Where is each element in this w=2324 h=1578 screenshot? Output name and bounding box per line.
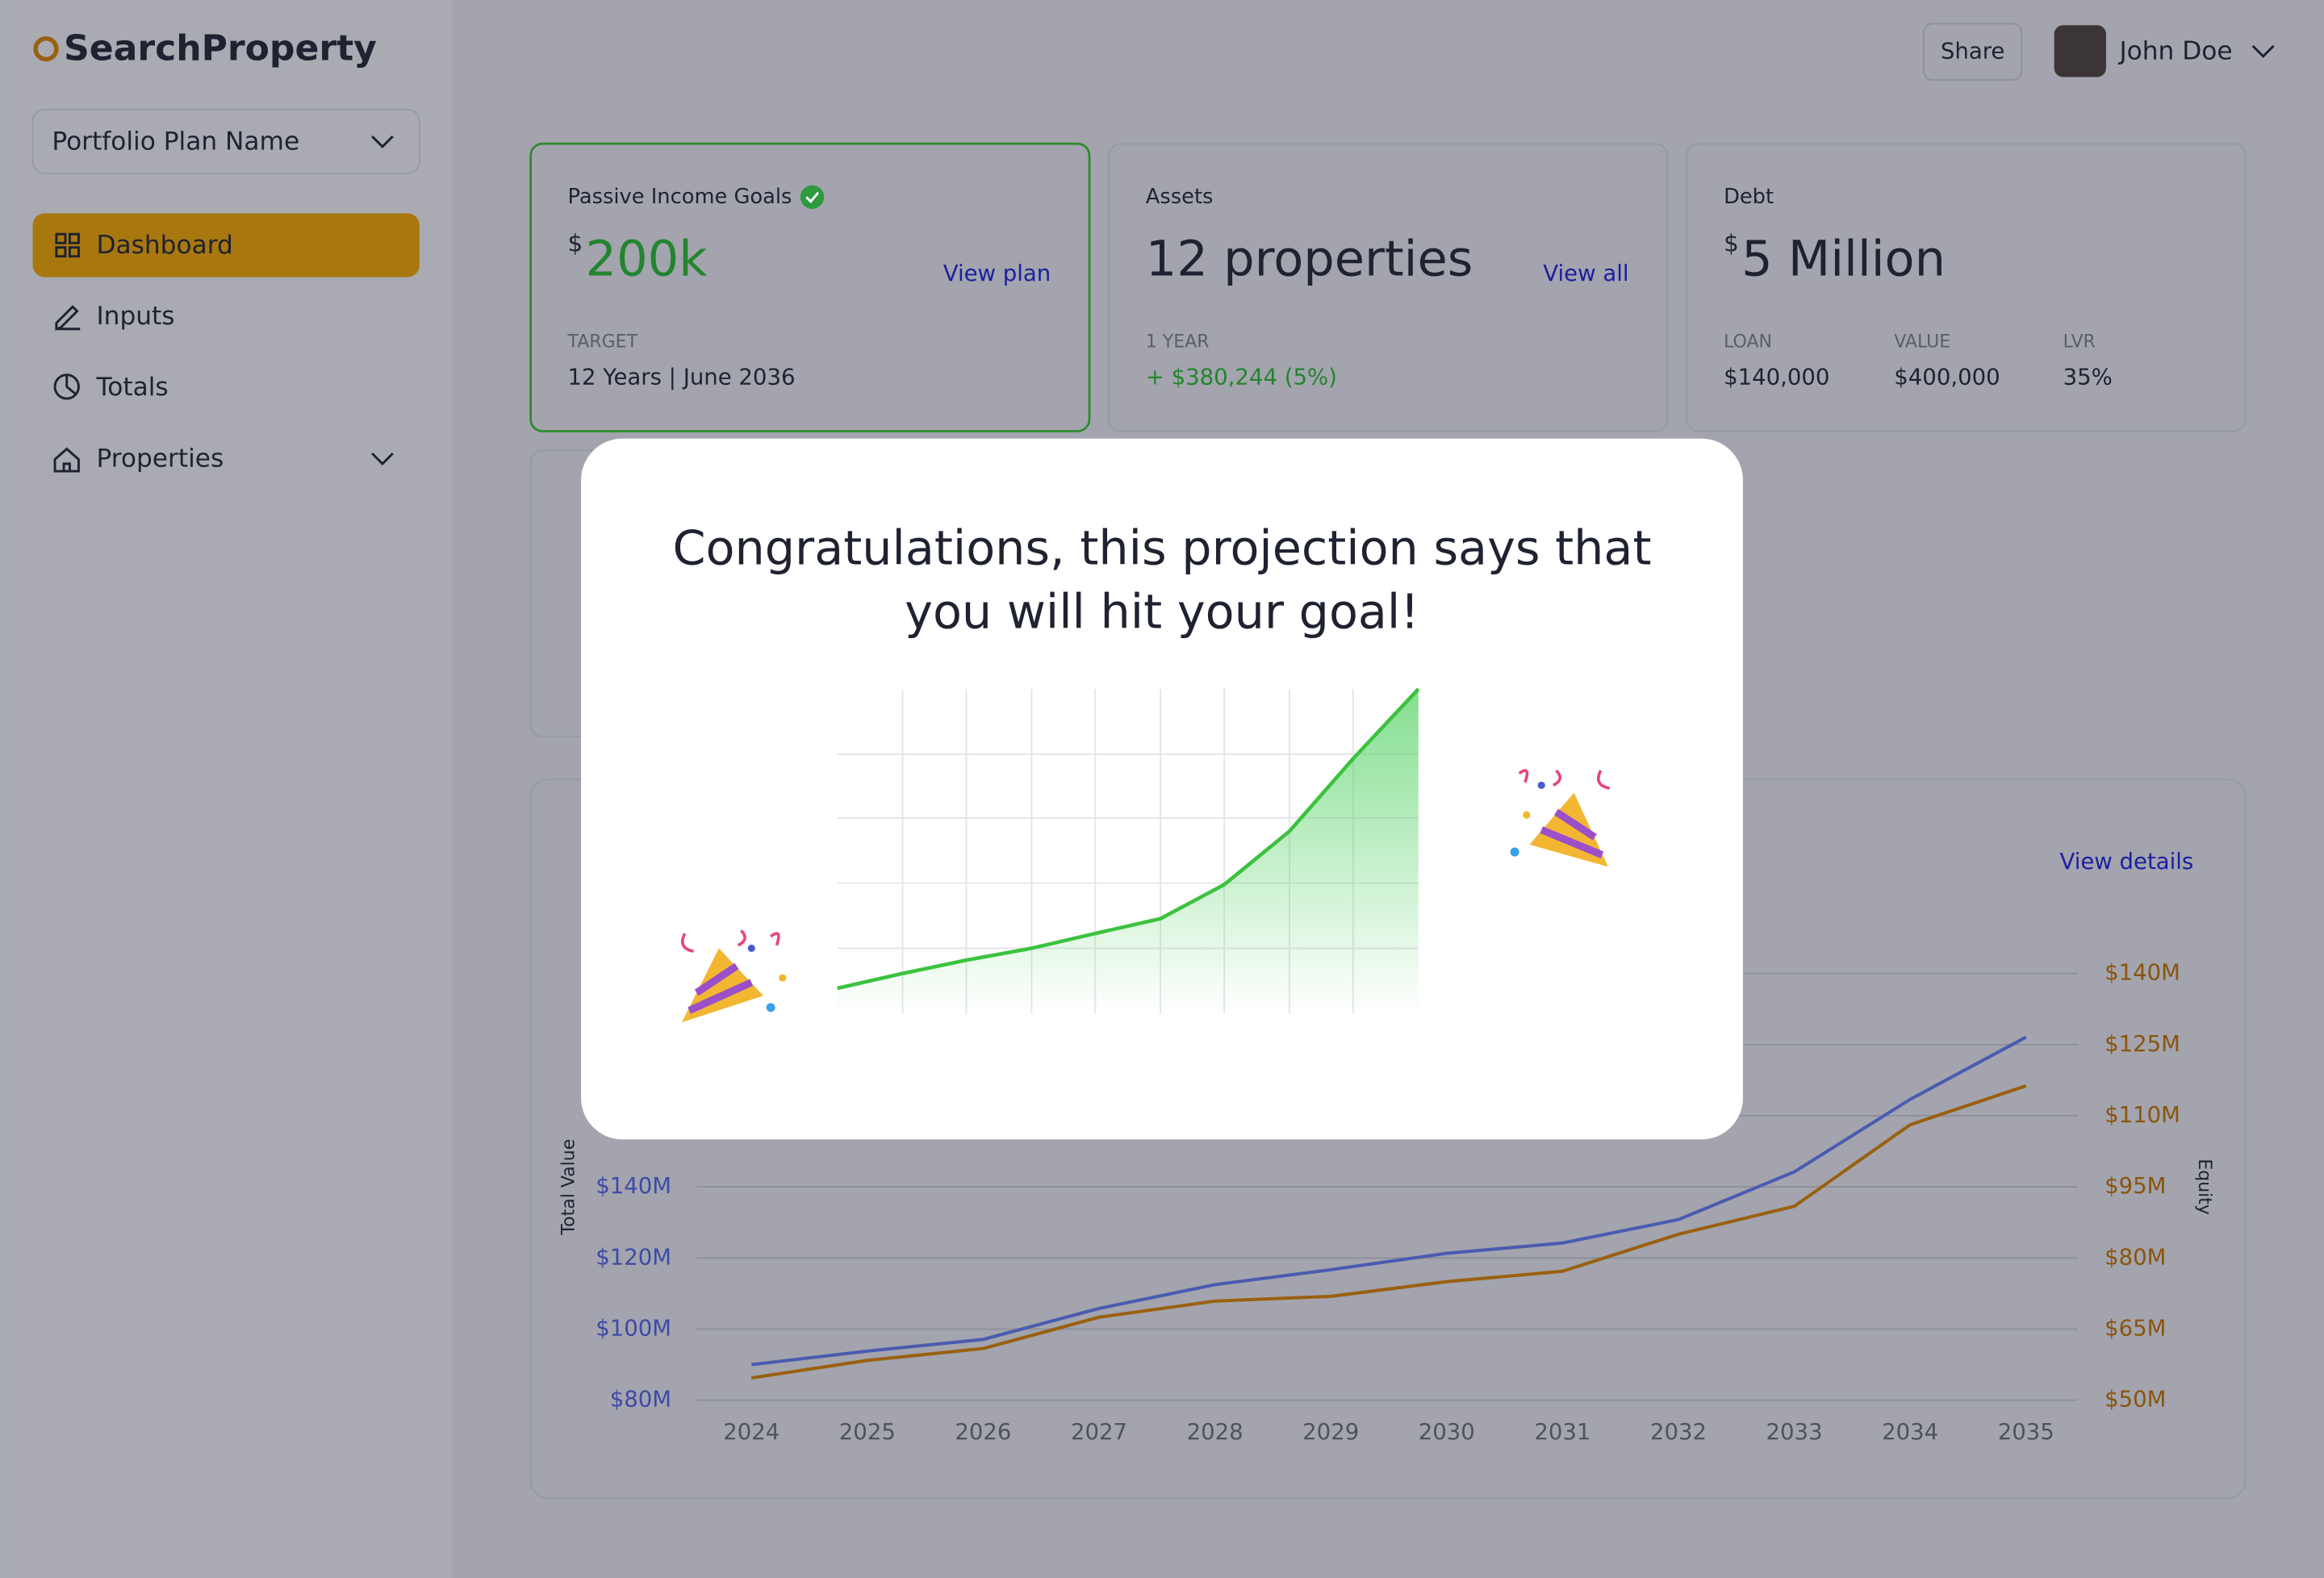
x-tick-label: 2033 <box>1766 1419 1823 1445</box>
mini-area <box>837 689 1419 1014</box>
x-tick-label: 2030 <box>1419 1419 1475 1445</box>
party-popper <box>1510 769 1611 867</box>
card <box>529 142 1091 432</box>
currency: $ <box>1724 230 1739 257</box>
share-label: Share <box>1941 38 2004 64</box>
x-tick-label: 2034 <box>1882 1419 1938 1445</box>
plan-select[interactable] <box>31 108 420 174</box>
y2-tick-label: $110M <box>2105 1102 2180 1128</box>
y2-tick-label: $65M <box>2105 1315 2166 1341</box>
series-line <box>750 1084 2027 1380</box>
nav-item[interactable]: Inputs <box>96 302 174 331</box>
y-tick-label: $80M <box>610 1387 671 1413</box>
stat-value: $140,000 <box>1724 364 1829 390</box>
stat-label: LOAN <box>1724 332 1772 352</box>
x-tick-label: 2024 <box>723 1419 780 1445</box>
x-tick-label: 2026 <box>955 1419 1011 1445</box>
y-tick-label: $100M <box>596 1315 671 1341</box>
modal: Congratulations, this projection says th… <box>581 438 1743 1140</box>
user-name[interactable]: John Doe <box>2117 36 2232 65</box>
card-sub-label: 1 YEAR <box>1146 332 1210 352</box>
party-popper <box>681 929 787 1023</box>
nav-icons <box>53 232 394 473</box>
stat-label: VALUE <box>1894 332 1950 352</box>
card-sub-value: + $380,244 (5%) <box>1146 364 1337 390</box>
y2-tick-label: $50M <box>2105 1387 2166 1413</box>
card-value: 12 properties <box>1146 232 1473 288</box>
y-axis-label: Total Value <box>558 1139 579 1236</box>
nav-item[interactable]: Dashboard <box>96 231 232 260</box>
card-sub-value: 12 Years | June 2036 <box>568 364 796 390</box>
x-tick-label: 2029 <box>1302 1419 1359 1445</box>
currency: $ <box>568 230 583 257</box>
x-tick-label: 2025 <box>839 1419 896 1445</box>
y2-tick-label: $125M <box>2105 1031 2180 1057</box>
y-tick-label: $140M <box>596 1173 671 1199</box>
modal-message: you will hit your goal! <box>905 583 1419 639</box>
y2-axis-label: Equity <box>2194 1158 2214 1215</box>
x-tick-label: 2032 <box>1650 1419 1707 1445</box>
card-link[interactable]: View plan <box>943 261 1051 286</box>
card-sub-label: TARGET <box>567 332 638 352</box>
avatar[interactable] <box>2054 25 2106 77</box>
chart-link[interactable]: View details <box>2059 849 2193 875</box>
check-icon <box>800 185 825 209</box>
brand[interactable]: SearchProperty <box>64 27 377 69</box>
chart: $80M $100M $120M $140M $50M $65M $80M $95M $110M… <box>558 960 2214 1445</box>
plan-select-label: Portfolio Plan Name <box>52 127 299 156</box>
logo-icon <box>33 35 59 62</box>
card-title: Passive Income Goals <box>568 185 792 209</box>
chevron <box>371 135 394 148</box>
card-title: Debt <box>1724 185 1774 209</box>
y2-tick-label: $95M <box>2105 1173 2166 1199</box>
modal-box <box>581 438 1743 1140</box>
card-border <box>1107 143 1669 432</box>
y2-tick-label: $80M <box>2105 1244 2166 1270</box>
share-button[interactable] <box>1923 23 2023 81</box>
y2-tick-label: $140M <box>2105 960 2180 986</box>
mini-line <box>837 687 1420 991</box>
modal-message: Congratulations, this projection says th… <box>673 520 1652 575</box>
check-mark <box>805 191 820 203</box>
card-value: 200k <box>586 232 708 288</box>
stat-value: 35% <box>2063 364 2113 390</box>
card-value: 5 Million <box>1741 232 1946 288</box>
x-tick-label: 2031 <box>1534 1419 1590 1445</box>
nav-active[interactable] <box>32 213 420 278</box>
y-tick-label: $120M <box>596 1244 671 1270</box>
chevron <box>2251 44 2275 58</box>
card <box>1686 143 2247 432</box>
series-line <box>751 1035 2027 1367</box>
nav-item[interactable]: Properties <box>96 444 224 473</box>
x-tick-label: 2035 <box>1998 1419 2054 1445</box>
stat-label: LVR <box>2063 332 2096 352</box>
card-title: Assets <box>1146 185 1214 209</box>
x-tick-label: 2027 <box>1071 1419 1127 1445</box>
nav-item[interactable]: Totals <box>95 373 168 402</box>
x-tick-label: 2028 <box>1187 1419 1244 1445</box>
stat-value: $400,000 <box>1894 364 2000 390</box>
card <box>1108 144 1668 432</box>
card-link[interactable]: View all <box>1543 261 1628 286</box>
